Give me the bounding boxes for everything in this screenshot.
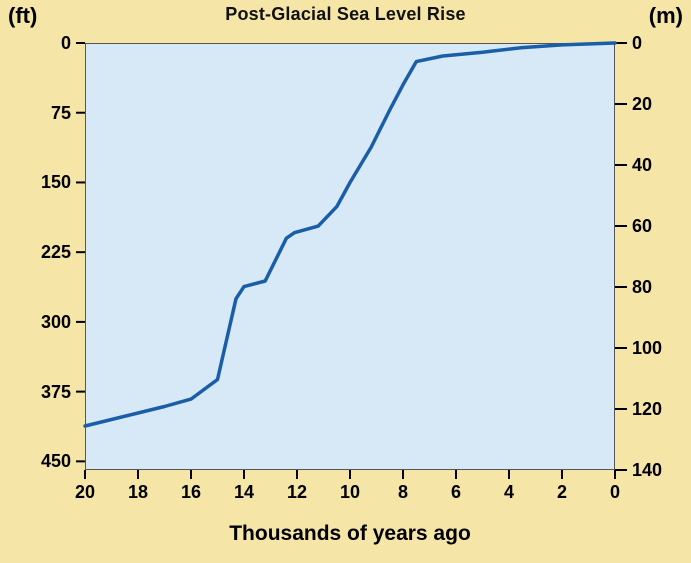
right-axis-tick-label-m: 100 (632, 338, 663, 358)
x-axis-tick-label: 10 (339, 482, 361, 502)
x-axis-tick-label: 2 (556, 482, 567, 502)
left-axis-tick-label-ft: 75 (50, 102, 71, 123)
x-axis-tick-label: 8 (397, 482, 408, 502)
right-axis-unit-label: (m) (648, 3, 683, 28)
x-axis-tick-label: 18 (127, 482, 149, 502)
x-axis-title: Thousands of years ago (229, 522, 471, 545)
x-axis-tick-label: 12 (286, 482, 308, 502)
x-axis-tick-label: 20 (74, 482, 96, 502)
right-axis-tick-label-m: 140 (632, 460, 663, 480)
right-axis-tick-label-m: 20 (632, 94, 653, 114)
x-axis-tick-label: 4 (503, 482, 514, 502)
left-axis-tick-label-ft: 300 (40, 311, 71, 332)
x-axis-tick-label: 6 (450, 482, 461, 502)
x-axis-tick-label: 16 (180, 482, 202, 502)
x-axis-tick-label: 14 (233, 482, 255, 502)
left-axis-tick-label-ft: 375 (40, 381, 71, 402)
right-axis-tick-label-m: 0 (632, 33, 643, 53)
right-axis-tick-label-m: 40 (632, 155, 653, 175)
right-axis-tick-label-m: 80 (632, 277, 653, 297)
left-axis-tick-label-ft: 150 (40, 172, 71, 193)
left-axis-unit-label: (ft) (8, 3, 38, 28)
plot-area (85, 43, 615, 470)
right-axis-tick-label-m: 60 (632, 216, 653, 236)
right-axis-tick-label-m: 120 (632, 399, 663, 419)
left-axis-tick-label-ft: 225 (40, 242, 71, 263)
left-axis-tick-label-ft: 0 (60, 33, 71, 53)
left-axis-tick-label-ft: 450 (40, 451, 71, 472)
x-axis-tick-label: 0 (609, 482, 620, 502)
chart-title: Post-Glacial Sea Level Rise (225, 4, 466, 24)
